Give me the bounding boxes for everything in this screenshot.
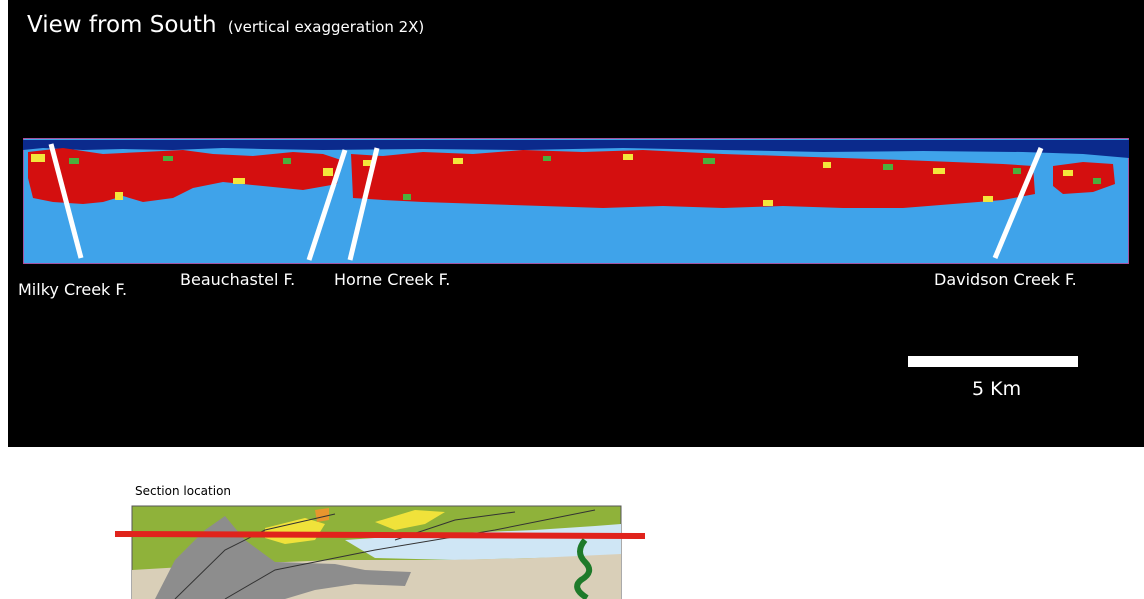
red-zone-center — [351, 150, 1035, 208]
section-line — [115, 531, 645, 539]
view-title-subtitle: (vertical exaggeration 2X) — [227, 18, 425, 36]
map-dark-green-vein — [574, 538, 593, 599]
location-map — [115, 505, 645, 599]
red-zone-west — [28, 148, 341, 204]
scale-bar — [908, 356, 1078, 367]
fault-label-beauchastel: Beauchastel F. — [180, 270, 296, 289]
fault-line-davidson-creek — [992, 147, 1044, 259]
fault-line-horne-creek — [347, 147, 380, 261]
fault-label-milky-creek: Milky Creek F. — [18, 280, 128, 299]
map-orange-zone — [315, 508, 329, 522]
cross-section — [23, 138, 1129, 264]
fault-line-beauchastel — [306, 149, 348, 261]
section-location-label: Section location — [135, 484, 232, 498]
fault-line-milky-creek — [48, 143, 84, 259]
scale-label: 5 Km — [972, 378, 1022, 400]
mineral-speckles — [31, 154, 1101, 206]
view-title-main: View from South — [27, 12, 217, 38]
fault-label-davidson-creek: Davidson Creek F. — [934, 270, 1077, 289]
view-title: View from South (vertical exaggeration 2… — [27, 12, 424, 38]
deep-blue-layer — [23, 140, 1129, 158]
fault-label-horne-creek: Horne Creek F. — [334, 270, 451, 289]
